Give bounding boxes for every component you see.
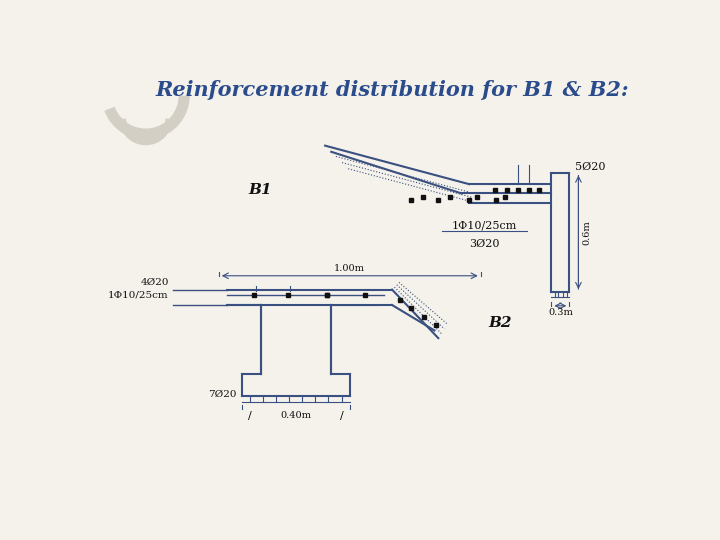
Text: 1.00m: 1.00m	[334, 265, 365, 273]
Text: 1Φ10/25cm: 1Φ10/25cm	[452, 220, 517, 231]
Text: 7Ø20: 7Ø20	[208, 390, 237, 399]
Text: 1Φ10/25cm: 1Φ10/25cm	[108, 291, 168, 300]
Text: 0.40m: 0.40m	[280, 411, 311, 420]
Text: B1: B1	[248, 183, 271, 197]
Text: /: /	[340, 411, 344, 421]
Text: 5Ø20: 5Ø20	[575, 162, 606, 172]
Text: 0.3m: 0.3m	[548, 308, 573, 317]
Text: 0.6m: 0.6m	[582, 220, 591, 245]
Text: /: /	[248, 411, 251, 421]
Text: 3Ø20: 3Ø20	[469, 239, 500, 248]
Text: B2: B2	[488, 316, 512, 330]
Text: 4Ø20: 4Ø20	[140, 278, 168, 287]
Text: Reinforcement distribution for B1 & B2:: Reinforcement distribution for B1 & B2:	[156, 80, 629, 100]
